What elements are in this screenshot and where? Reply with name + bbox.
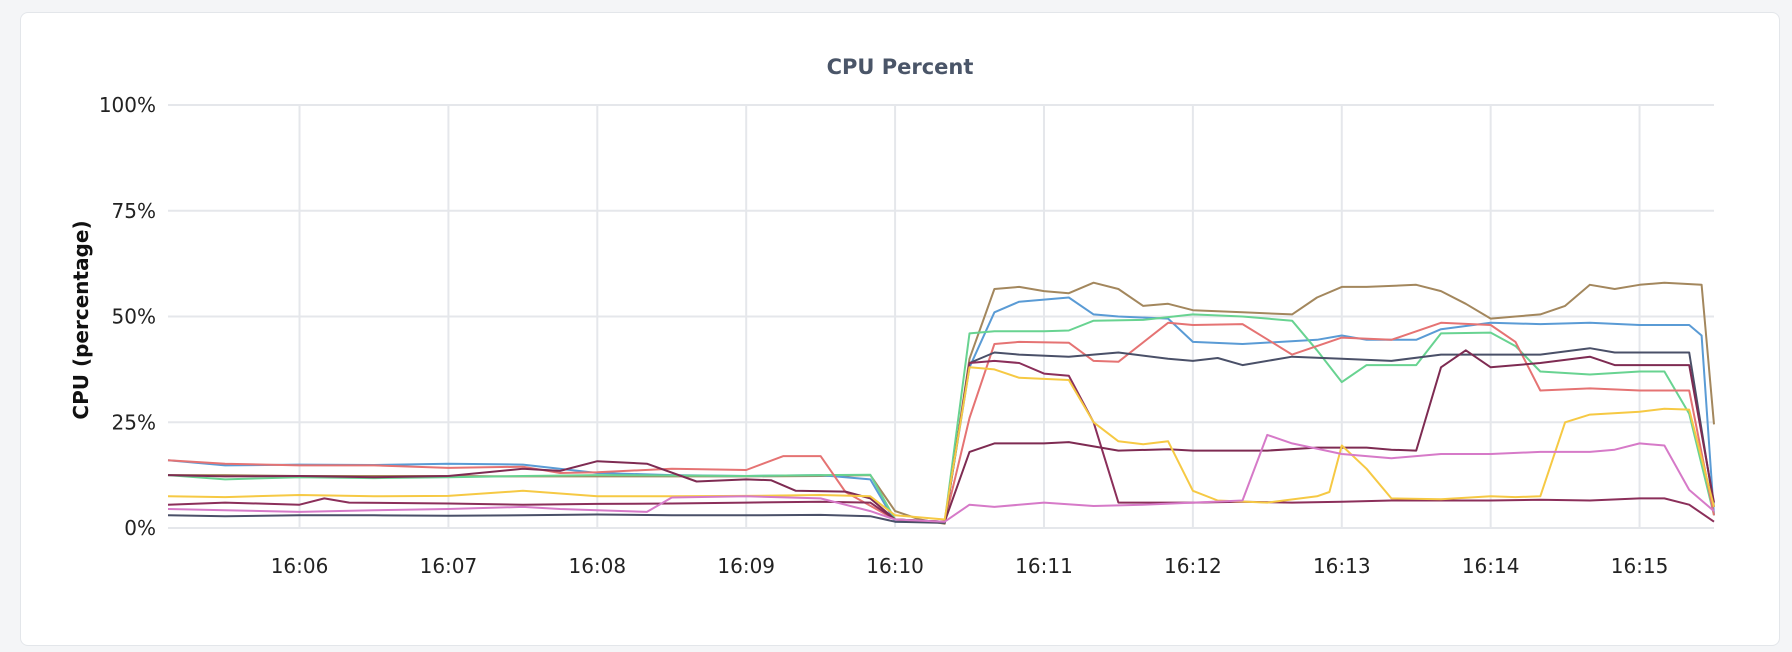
grid xyxy=(168,104,1714,529)
series-line-5 xyxy=(167,347,1715,524)
x-tick-label: 16:08 xyxy=(568,554,626,578)
x-tick-label: 16:12 xyxy=(1164,554,1222,578)
x-tick-label: 16:09 xyxy=(717,554,775,578)
series-lines xyxy=(167,281,1715,525)
series-line-3 xyxy=(167,313,1715,523)
x-tick-label: 16:13 xyxy=(1313,554,1371,578)
x-axis-ticks: 16:06 16:07 16:08 16:09 16:10 16:11 16:12 16:13… xyxy=(271,554,1669,578)
x-tick-label: 16:11 xyxy=(1015,554,1073,578)
y-tick-label: 25% xyxy=(112,410,156,434)
series-line-9 xyxy=(167,433,1715,523)
series-line-8 xyxy=(167,366,1715,521)
chart-card: CPU Percent xyxy=(20,12,1780,646)
y-axis-ticks: 0% 25% 50% 75% 100% xyxy=(99,93,156,540)
y-tick-label: 50% xyxy=(112,305,156,329)
series-line-1 xyxy=(168,281,1715,525)
y-axis-label: CPU (percentage) xyxy=(69,220,93,419)
x-tick-label: 16:14 xyxy=(1462,554,1520,578)
x-tick-label: 16:06 xyxy=(271,554,329,578)
series-line-4 xyxy=(167,321,1715,523)
x-tick-label: 16:15 xyxy=(1611,554,1669,578)
y-tick-label: 100% xyxy=(99,93,156,117)
series-line-2 xyxy=(167,296,1715,523)
x-tick-label: 16:07 xyxy=(420,554,478,578)
y-tick-label: 75% xyxy=(112,199,156,223)
series-line-6 xyxy=(167,359,1715,523)
x-tick-label: 16:10 xyxy=(866,554,924,578)
chart-title: CPU Percent xyxy=(826,55,974,79)
y-tick-label: 0% xyxy=(124,516,156,540)
series-line-7 xyxy=(167,349,1715,523)
